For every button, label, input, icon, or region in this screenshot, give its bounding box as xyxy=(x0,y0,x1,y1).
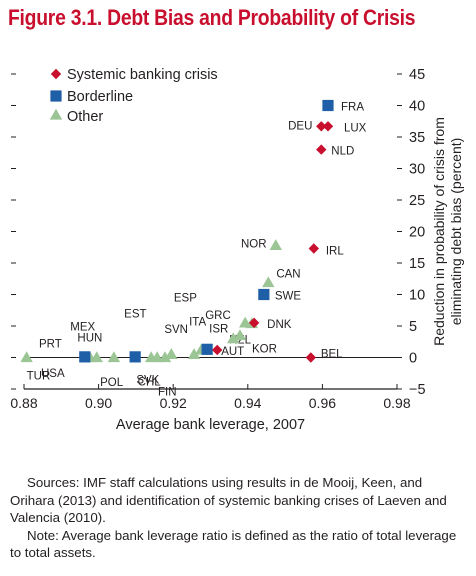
figure-title: Figure 3.1. Debt Bias and Probability of … xyxy=(8,5,416,31)
y-tick-label-4: 15 xyxy=(409,256,425,272)
marker-kor xyxy=(233,329,247,341)
marker-nzl xyxy=(227,332,240,344)
y-axis-title-line-1: eliminating debt bias (percent) xyxy=(448,138,464,326)
point-label-fin: FIN xyxy=(158,387,177,399)
data-markers xyxy=(20,99,334,363)
x-axis-title: Average bank leverage, 2007 xyxy=(116,417,305,433)
x-tick-label-2: 0.92 xyxy=(160,395,187,411)
point-label-aut: AUT xyxy=(221,346,244,358)
marker-nld xyxy=(316,144,327,155)
point-label-isr: ISR xyxy=(209,323,228,335)
marker-bel xyxy=(305,352,317,363)
x-tick-label-3: 0.94 xyxy=(234,395,261,411)
point-label-fra: FRA xyxy=(341,102,364,114)
point-label-swe: SWE xyxy=(275,291,302,303)
point-label-esp: ESP xyxy=(174,292,197,304)
marker-deu xyxy=(316,121,327,132)
chart-legend: Systemic banking crisis Borderline Other xyxy=(49,67,218,125)
y-tick-label-0: −5 xyxy=(409,382,426,398)
marker-est xyxy=(150,351,164,363)
point-label-svk: SVK xyxy=(136,374,159,386)
y-tick-label-8: 35 xyxy=(409,130,425,146)
marker-pol xyxy=(129,351,141,363)
point-label-usa: USA xyxy=(41,368,65,380)
legend-marker-1 xyxy=(50,90,62,102)
marker-tur xyxy=(20,351,33,363)
point-label-bel: BEL xyxy=(321,349,343,361)
marker-fra xyxy=(322,99,334,112)
point-label-ita: ITA xyxy=(189,316,206,328)
marker-can xyxy=(262,276,275,288)
legend-marker-0 xyxy=(50,68,62,80)
point-label-pol: POL xyxy=(100,377,124,389)
scatter-chart: 0.88 0.90 0.92 0.94 0.96 0.98−5 0 5 10 15 20 25 30 35… xyxy=(10,67,464,433)
marker-ita xyxy=(187,348,201,359)
point-label-lux: LUX xyxy=(344,122,367,134)
marker-aut xyxy=(212,344,223,356)
definition-note: Note: Average bank leverage ratio is def… xyxy=(10,527,457,561)
chart-axes: 0.88 0.90 0.92 0.94 0.96 0.98−5 0 5 10 15 20 25 30 35… xyxy=(10,67,464,433)
marker-fin xyxy=(158,351,172,363)
point-label-chl: CHL xyxy=(138,377,162,389)
y-tick-label-2: 5 xyxy=(409,319,417,335)
y-tick-label-3: 10 xyxy=(409,288,425,304)
legend-label-0: Systemic banking crisis xyxy=(67,67,218,83)
sources-note: Sources: IMF staff calculations using re… xyxy=(10,475,447,526)
point-label-nld: NLD xyxy=(331,146,354,158)
marker-dnk xyxy=(248,317,260,329)
y-tick-label-9: 40 xyxy=(409,99,425,115)
marker-irl xyxy=(308,243,320,254)
y-axis-title: Reduction in probability of crisis frome… xyxy=(431,117,464,346)
y-tick-label-6: 25 xyxy=(409,193,425,209)
y-axis-title-line-0: Reduction in probability of crisis from xyxy=(431,117,447,346)
legend-label-2: Other xyxy=(67,109,103,125)
point-label-deu: DEU xyxy=(288,120,312,132)
point-label-dnk: DNK xyxy=(267,319,292,331)
point-label-can: CAN xyxy=(276,269,300,281)
point-label-mex: MEX xyxy=(70,322,95,334)
figure-footnotes: Sources: IMF staff calculations using re… xyxy=(10,474,462,562)
point-label-est: EST xyxy=(124,309,146,321)
marker-lux xyxy=(322,121,334,132)
x-tick-label-1: 0.90 xyxy=(85,395,112,411)
x-tick-label-0: 0.88 xyxy=(10,395,37,411)
marker-hun xyxy=(107,351,121,363)
marker-nor xyxy=(269,239,282,251)
point-label-svn: SVN xyxy=(164,324,188,336)
x-tick-label-5: 0.98 xyxy=(383,395,410,411)
figure-number: Figure 3.1. xyxy=(8,5,102,30)
point-label-kor: KOR xyxy=(252,343,277,355)
figure-title-text: Debt Bias and Probability of Crisis xyxy=(107,5,416,30)
point-label-irl: IRL xyxy=(326,246,345,258)
marker-swe xyxy=(258,288,270,301)
point-label-nor: NOR xyxy=(241,238,267,250)
y-tick-label-10: 45 xyxy=(409,67,425,83)
legend-marker-2 xyxy=(49,108,63,120)
marker-svk xyxy=(165,348,178,359)
x-tick-label-4: 0.96 xyxy=(309,395,336,411)
marker-usa xyxy=(79,351,91,363)
y-tick-label-7: 30 xyxy=(409,162,425,178)
point-label-tur: TUR xyxy=(27,371,51,383)
legend-label-1: Borderline xyxy=(67,89,133,105)
point-label-grc: GRC xyxy=(205,310,231,322)
y-tick-label-5: 20 xyxy=(409,225,425,241)
point-label-hun: HUN xyxy=(77,333,102,345)
y-tick-label-1: 0 xyxy=(409,351,417,367)
point-label-prt: PRT xyxy=(39,339,62,351)
marker-isr xyxy=(201,343,213,355)
point-labels: DEU LUX NLD IRL DNK AUT BEL FRA SWE ISR USA POL NOR C… xyxy=(27,102,367,399)
